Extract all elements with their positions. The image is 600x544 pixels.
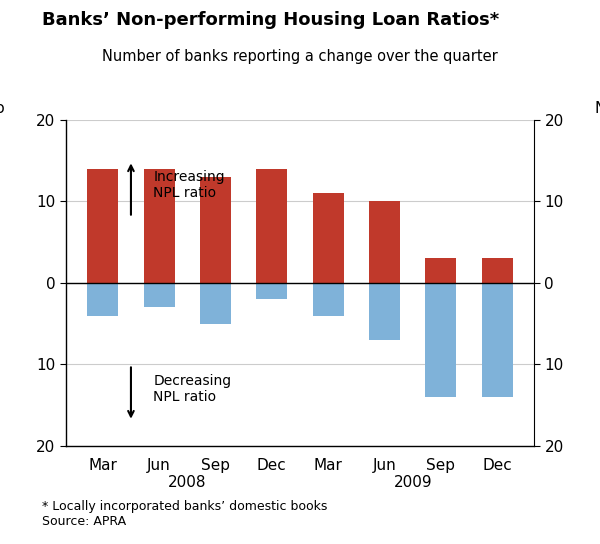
Bar xyxy=(425,258,457,283)
Bar xyxy=(482,258,513,283)
Bar xyxy=(143,169,175,283)
Bar xyxy=(482,283,513,397)
Text: Decreasing
NPL ratio: Decreasing NPL ratio xyxy=(154,374,232,404)
Bar xyxy=(369,283,400,340)
Text: Banks’ Non-performing Housing Loan Ratios*: Banks’ Non-performing Housing Loan Ratio… xyxy=(42,11,499,29)
Bar xyxy=(256,283,287,299)
Text: No: No xyxy=(0,101,5,116)
Bar xyxy=(313,193,344,283)
Bar xyxy=(313,283,344,316)
Bar xyxy=(87,283,118,316)
Text: Number of banks reporting a change over the quarter: Number of banks reporting a change over … xyxy=(102,49,498,64)
Text: Increasing
NPL ratio: Increasing NPL ratio xyxy=(154,170,225,200)
Bar xyxy=(200,283,231,324)
Bar xyxy=(143,283,175,307)
Text: 2008: 2008 xyxy=(168,474,206,490)
Text: * Locally incorporated banks’ domestic books
Source: APRA: * Locally incorporated banks’ domestic b… xyxy=(42,500,328,528)
Bar xyxy=(369,201,400,283)
Bar xyxy=(87,169,118,283)
Text: 2009: 2009 xyxy=(394,474,432,490)
Text: No: No xyxy=(595,101,600,116)
Bar xyxy=(200,177,231,283)
Bar xyxy=(425,283,457,397)
Bar xyxy=(256,169,287,283)
